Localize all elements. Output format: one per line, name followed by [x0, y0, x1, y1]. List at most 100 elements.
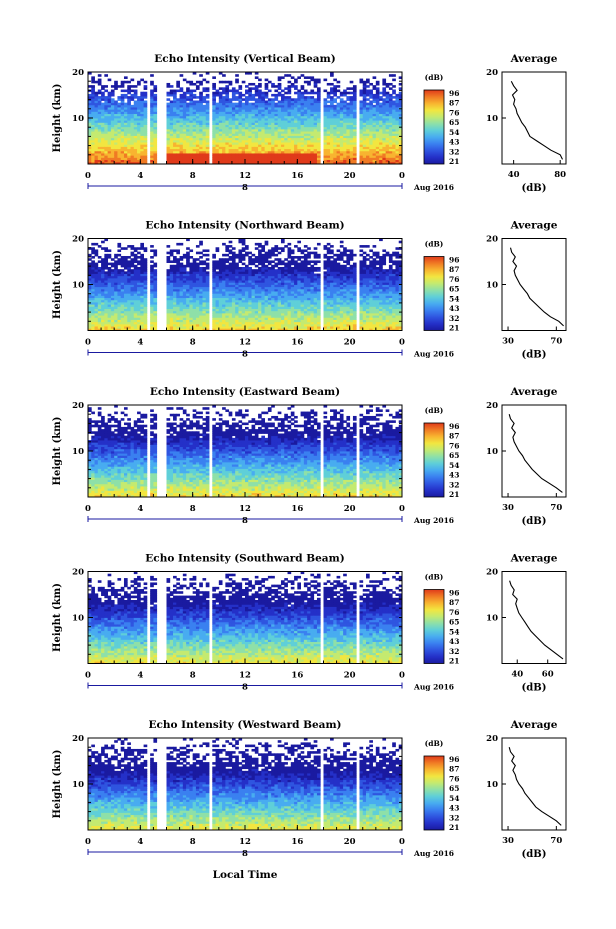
heatmap-cell: [261, 161, 266, 165]
heatmap-cell: [97, 245, 102, 248]
heatmap-cell: [107, 104, 112, 108]
heatmap-cell: [372, 104, 377, 108]
heatmap-cell: [133, 120, 138, 123]
heatmap-cell: [91, 118, 95, 121]
heatmap-cell: [140, 131, 144, 134]
heatmap-cell: [192, 124, 197, 128]
heatmap-cell: [254, 137, 259, 141]
heatmap-cell: [179, 87, 184, 90]
heatmap-cell: [179, 128, 184, 132]
heatmap-cell: [245, 142, 249, 145]
heatmap-cell: [176, 80, 180, 84]
heatmap-cell: [114, 85, 118, 88]
heatmap-cell: [153, 155, 158, 158]
heatmap-cell: [297, 122, 301, 125]
heatmap-cell: [91, 78, 95, 82]
heatmap-cell: [176, 142, 180, 145]
heatmap-cell: [88, 157, 92, 161]
heatmap-cell: [91, 98, 95, 101]
heatmap-cell: [231, 144, 236, 147]
heatmap-cell: [127, 150, 131, 154]
heatmap-cell: [258, 133, 262, 136]
colorbar-tick-label: 43: [449, 138, 459, 147]
heatmap-cell: [205, 109, 210, 112]
heatmap-cell: [222, 157, 226, 161]
heatmap-cell: [261, 144, 266, 147]
heatmap-cell: [123, 137, 128, 141]
heatmap-cell: [150, 82, 154, 86]
heatmap-cell: [153, 249, 158, 253]
heatmap-cell: [297, 161, 301, 165]
heatmap-cell: [258, 124, 262, 128]
heatmap-cell: [280, 93, 285, 97]
heatmap-cell: [258, 98, 262, 101]
heatmap-cell: [104, 122, 109, 125]
heatmap-cell: [212, 253, 216, 257]
heatmap-cell: [277, 102, 282, 106]
heatmap-cell: [169, 153, 174, 156]
heatmap-cell: [179, 126, 184, 130]
heatmap-cell: [271, 118, 275, 121]
heatmap-cell: [127, 111, 131, 115]
heatmap-cell: [150, 249, 154, 253]
heatmap-cell: [110, 155, 115, 158]
heatmap-cell: [97, 100, 102, 104]
heatmap-cell: [94, 100, 99, 104]
heatmap-cell: [169, 128, 174, 132]
heatmap-cell: [248, 87, 252, 90]
heatmap-cell: [228, 120, 233, 123]
heatmap-cell: [110, 161, 115, 165]
heatmap-cell: [228, 104, 233, 108]
heatmap-cell: [254, 161, 259, 165]
heatmap-cell: [222, 102, 226, 106]
heatmap-cell: [241, 93, 246, 97]
heatmap-cell: [182, 135, 187, 139]
heatmap-cell: [186, 115, 190, 119]
heatmap-cell: [153, 150, 158, 154]
heatmap-cell: [254, 157, 259, 161]
heatmap-cell: [235, 98, 239, 101]
heatmap-cell: [215, 161, 220, 165]
heatmap-cell: [323, 98, 328, 101]
heatmap-cell: [274, 104, 279, 108]
heatmap-cell: [173, 150, 177, 154]
heatmap-cell: [130, 269, 135, 272]
heatmap-cell: [205, 104, 210, 108]
heatmap-cell: [169, 93, 174, 97]
heatmap-cell: [235, 253, 239, 257]
heatmap-cell: [277, 142, 282, 145]
heatmap-cell: [117, 107, 122, 110]
heatmap-cell: [88, 142, 92, 145]
heatmap-cell: [228, 133, 233, 136]
heatmap-cell: [222, 91, 226, 95]
heatmap-cell: [287, 133, 292, 136]
heatmap-cell: [88, 148, 92, 152]
heatmap-cell: [150, 161, 154, 165]
heatmap-cell: [179, 124, 184, 128]
heatmap-cell: [225, 133, 230, 136]
x-tick-label: 0: [399, 171, 405, 181]
y-tick-label: 20: [72, 68, 84, 78]
heatmap-cell: [143, 100, 148, 104]
heatmap-cell: [290, 135, 295, 139]
heatmap-cell: [140, 253, 144, 257]
heatmap-cell: [150, 157, 154, 161]
heatmap-cell: [199, 139, 203, 143]
heatmap-cell: [323, 78, 328, 82]
heatmap-cell: [137, 260, 141, 263]
average-profile-line: [510, 80, 563, 160]
heatmap-cell: [127, 161, 131, 165]
heatmap-cell: [186, 104, 190, 108]
heatmap-cell: [114, 157, 118, 161]
heatmap-cell: [179, 155, 184, 158]
heatmap-cell: [225, 104, 230, 108]
heatmap-cell: [101, 113, 105, 117]
heatmap-cell: [212, 155, 216, 158]
heatmap-cell: [143, 139, 148, 143]
heatmap-cell: [117, 111, 122, 115]
heatmap-cell: [166, 93, 171, 97]
heatmap-cell: [195, 96, 200, 99]
heatmap-cell: [274, 153, 279, 156]
heatmap-cell: [235, 120, 239, 123]
heatmap-cell: [97, 82, 102, 86]
